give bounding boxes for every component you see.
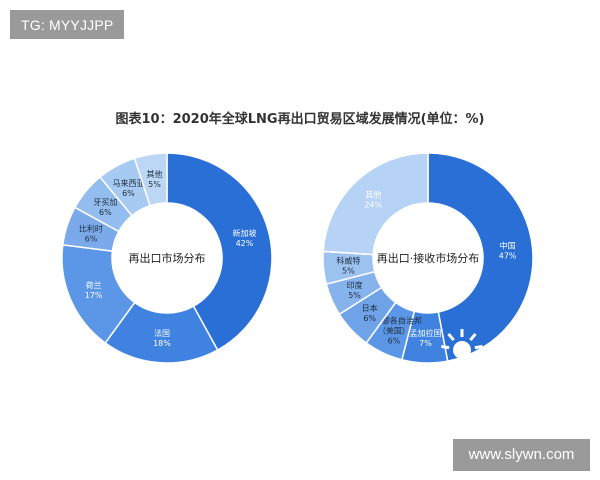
chart-title: 图表10：2020年全球LNG再出口贸易区域发展情况(单位：%) (115, 112, 485, 127)
slice-label: 波多黎各自治邦 (366, 315, 422, 325)
watermark-top-left: TG: MYYJJPP (10, 10, 125, 39)
slice-label: 其他 (365, 190, 381, 200)
slice-label: （美国） (378, 325, 410, 335)
slice-value-label: 6% (85, 234, 98, 243)
slice-label: 法国 (154, 328, 170, 338)
slice-label: 牙买加 (93, 197, 117, 207)
donut-chart-export-markets: 新加坡42%法国18%荷兰17%比利时6%牙买加6%马来西亚6%其他5%再出口市… (61, 152, 273, 364)
slice-value-label: 5% (148, 180, 161, 189)
slice-value-label: 18% (153, 339, 171, 348)
slice-label: 新加坡 (232, 228, 256, 238)
slice-value-label: 42% (236, 239, 254, 248)
slice-label: 其他 (146, 169, 162, 179)
donut-slice (322, 152, 429, 256)
donut-center-label: 再出口市场分布 (129, 251, 206, 265)
slice-label: 科威特 (336, 256, 360, 266)
slice-value-label: 6% (388, 336, 401, 345)
donut-slice (427, 152, 534, 363)
slice-label: 日本 (362, 303, 378, 313)
slice-value-label: 17% (85, 291, 103, 300)
donut-center-label: 再出口·接收市场分布 (377, 251, 480, 265)
slice-label: 孟加拉国 (409, 328, 441, 338)
slice-label: 中国 (500, 240, 516, 250)
donut-chart-receiving-markets: 中国47%孟加拉国7%波多黎各自治邦（美国）6%日本6%印度5%科威特5%其他2… (322, 152, 534, 364)
slice-label: 荷兰 (86, 280, 102, 290)
slice-value-label: 5% (348, 291, 361, 300)
slice-label: 印度 (347, 280, 363, 290)
slice-value-label: 7% (419, 339, 432, 348)
donut-slice (166, 152, 273, 352)
slice-value-label: 47% (499, 251, 517, 260)
slice-value-label: 24% (364, 201, 382, 210)
sun-logo-icon (441, 329, 483, 359)
slice-value-label: 5% (342, 267, 355, 276)
slice-label: 比利时 (79, 223, 103, 233)
watermark-bottom-right: www.slywn.com (453, 439, 590, 471)
donut-slice (133, 152, 168, 207)
slice-value-label: 6% (122, 189, 135, 198)
slice-value-label: 6% (99, 208, 112, 217)
slice-value-label: 6% (363, 314, 376, 323)
slice-label: 马来西亚 (112, 179, 144, 188)
